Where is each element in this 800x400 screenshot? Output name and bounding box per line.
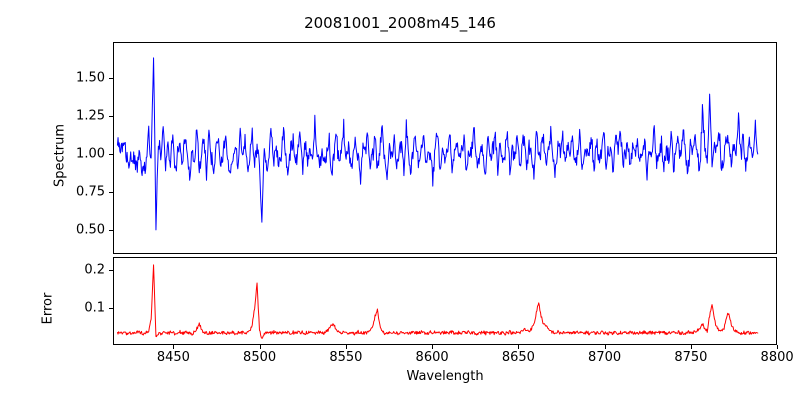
spectrum-ytick-label-0.75: 0.75	[76, 184, 105, 200]
spectrum-plot-area	[113, 42, 777, 254]
error-ytick-mark-0.2	[109, 270, 113, 272]
spectrum-ytick-mark-1.50	[109, 78, 113, 80]
spectrum-ytick-label-1.25: 1.25	[76, 108, 105, 124]
xtick-mark-8700	[604, 345, 606, 349]
error-plot-area	[113, 257, 777, 345]
xtick-mark-8800	[777, 345, 779, 349]
spectrum-ytick-label-1.00: 1.00	[76, 146, 105, 162]
error-ytick-label-0.2: 0.2	[84, 262, 105, 278]
wavelength-axis-label: Wavelength	[406, 369, 484, 384]
spectrum-line-chart	[116, 57, 759, 231]
xtick-label-8550: 8550	[329, 350, 363, 365]
spectrum-ytick-mark-0.50	[109, 229, 113, 231]
spectrum-ytick-mark-0.75	[109, 191, 113, 193]
xtick-label-8800: 8800	[760, 350, 794, 365]
page-title: 20081001_2008m45_146	[304, 14, 496, 32]
xtick-mark-8600	[432, 345, 434, 349]
spectrum-axis-label: Spectrum	[52, 124, 68, 187]
error-ytick-label-0.1: 0.1	[84, 300, 105, 316]
xtick-label-8700: 8700	[588, 350, 622, 365]
error-data-line	[116, 264, 759, 339]
error-line-chart	[116, 264, 759, 339]
xtick-mark-8650	[518, 345, 520, 349]
spectrum-ytick-label-1.50: 1.50	[76, 70, 105, 86]
spectrum-ytick-label-0.50: 0.50	[76, 222, 105, 238]
xtick-mark-8550	[345, 345, 347, 349]
spectrum-ytick-mark-1.00	[109, 154, 113, 156]
xtick-label-8650: 8650	[501, 350, 535, 365]
xtick-label-8600: 8600	[415, 350, 449, 365]
error-ytick-mark-0.1	[109, 307, 113, 309]
xtick-label-8500: 8500	[243, 350, 277, 365]
xtick-mark-8500	[259, 345, 261, 349]
xtick-label-8750: 8750	[674, 350, 708, 365]
spectrum-ytick-mark-1.25	[109, 116, 113, 118]
xtick-mark-8450	[173, 345, 175, 349]
xtick-mark-8750	[690, 345, 692, 349]
spectrum-data-line	[116, 57, 759, 231]
xtick-label-8450: 8450	[156, 350, 190, 365]
error-axis-label: Error	[40, 292, 56, 325]
